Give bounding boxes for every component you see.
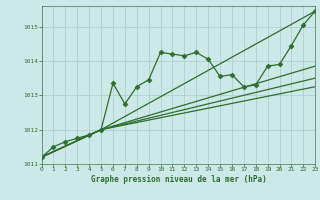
- X-axis label: Graphe pression niveau de la mer (hPa): Graphe pression niveau de la mer (hPa): [91, 175, 266, 184]
